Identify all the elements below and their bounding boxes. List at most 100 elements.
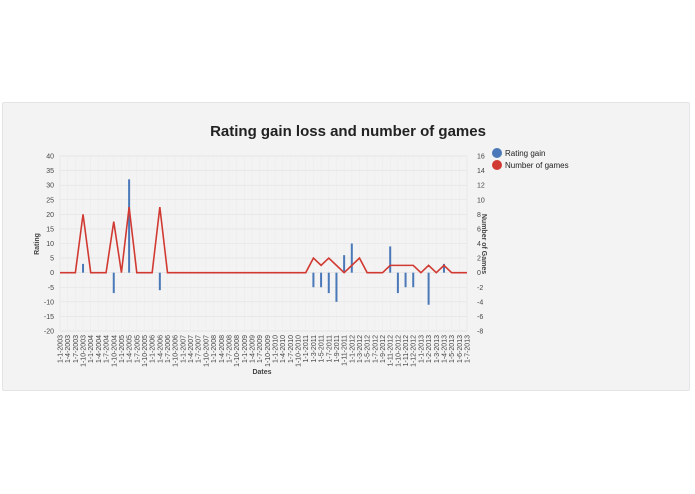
- right-tick-label: 0: [477, 270, 481, 277]
- x-tick-label: 1-10-2007: [203, 335, 210, 367]
- legend-item-number-of-games[interactable]: Number of games: [492, 160, 569, 170]
- x-tick-label: 1-4-2006: [157, 335, 164, 363]
- x-tick-label: 1-10-2008: [234, 335, 241, 367]
- x-tick-label: 1-7-2003: [73, 335, 80, 363]
- x-tick-label: 1-7-2007: [196, 335, 203, 363]
- x-tick-label: 1-10-2005: [142, 335, 149, 367]
- x-tick-label: 1-4-2005: [127, 335, 134, 363]
- legend: Rating gain Number of games: [492, 148, 569, 170]
- x-tick-label: 1-9-2011: [334, 335, 341, 363]
- rating-gain-bar: [396, 272, 399, 294]
- x-tick-label: 1-11-2012: [388, 335, 395, 367]
- left-tick-label: 0: [50, 270, 54, 277]
- x-tick-label: 1-4-2003: [65, 335, 72, 363]
- right-axis-ticks: -8 -6 -4 -2 0 2 4 6 8 10 12 14 16: [477, 154, 485, 336]
- x-tick-label: 1-1-2013: [418, 335, 425, 363]
- legend-item-rating-gain[interactable]: Rating gain: [492, 148, 545, 158]
- x-tick-label: 1-7-2010: [288, 335, 295, 363]
- rating-gain-bar: [442, 263, 445, 273]
- x-tick-label: 1-9-2012: [380, 335, 387, 363]
- left-tick-label: -15: [44, 314, 54, 321]
- right-tick-label: 12: [477, 183, 485, 190]
- legend-label-number-of-games: Number of games: [505, 161, 569, 170]
- y-axis-title-left: Rating: [34, 233, 41, 255]
- x-tick-label: 1-1-2006: [150, 335, 157, 363]
- x-tick-label: 1-5-2013: [449, 335, 456, 363]
- x-tick-label: 1-7-2008: [226, 335, 233, 363]
- x-tick-label: 1-2-2013: [426, 335, 433, 363]
- right-tick-label: -4: [477, 299, 483, 306]
- x-tick-label: 1-1-2005: [119, 335, 126, 363]
- rating-gain-bar: [412, 272, 415, 288]
- rating-gain-bar: [112, 272, 115, 294]
- x-tick-label: 1-1-2007: [180, 335, 187, 363]
- left-axis-ticks: -20 -15 -10 -5 0 5 10 15 20 25 30 35 40: [44, 154, 54, 336]
- right-tick-label: 8: [477, 212, 481, 219]
- rating-gain-bar: [404, 272, 407, 288]
- left-tick-label: 20: [46, 212, 54, 219]
- legend-swatch-number-of-games: [492, 160, 502, 170]
- x-tick-label: 1-5-2011: [319, 335, 326, 363]
- x-tick-label: 1-1-2010: [273, 335, 280, 363]
- x-tick-label: 1-3-2013: [434, 335, 441, 363]
- legend-swatch-rating-gain: [492, 148, 502, 158]
- rating-gain-bars: [82, 179, 445, 305]
- right-tick-label: 6: [477, 226, 481, 233]
- right-tick-label: 10: [477, 197, 485, 204]
- x-axis-ticks: 1-1-2003 1-4-2003 1-7-2003 1-10-2003 1-1-200…: [58, 335, 472, 367]
- x-tick-label: 1-7-2004: [104, 335, 111, 363]
- x-tick-label: 1-1-2012: [349, 335, 356, 363]
- x-tick-label: 1-1-2011: [303, 335, 310, 363]
- left-tick-label: 40: [46, 154, 54, 161]
- left-tick-label: -10: [44, 299, 54, 306]
- x-tick-label: 1-4-2010: [280, 335, 287, 363]
- x-tick-label: 1-1-2003: [58, 335, 65, 363]
- chart-title: Rating gain loss and number of games: [210, 123, 486, 140]
- rating-gain-bar: [335, 272, 338, 302]
- x-tick-label: 1-6-2013: [457, 335, 464, 363]
- grid: [59, 155, 468, 332]
- x-tick-label: 1-11-2012: [403, 335, 410, 367]
- rating-gain-bar: [128, 179, 131, 273]
- x-tick-label: 1-4-2013: [441, 335, 448, 363]
- x-tick-label: 1-10-2006: [173, 335, 180, 367]
- legend-label-rating-gain: Rating gain: [505, 149, 545, 158]
- rating-gain-bar: [327, 272, 330, 294]
- x-tick-label: 1-1-2008: [211, 335, 218, 363]
- x-tick-label: 1-4-2007: [188, 335, 195, 363]
- x-tick-label: 1-1-2009: [242, 335, 249, 363]
- right-tick-label: -2: [477, 285, 483, 292]
- x-tick-label: 1-10-2004: [111, 335, 118, 367]
- x-tick-label: 1-7-2013: [465, 335, 472, 363]
- x-tick-label: 1-4-2004: [96, 335, 103, 363]
- x-tick-label: 1-1-2004: [88, 335, 95, 363]
- chart: Rating gain loss and number of games -20…: [34, 123, 569, 376]
- x-tick-label: 1-3-2011: [311, 335, 318, 363]
- number-of-games-line: [60, 206, 467, 274]
- chart-panel: Rating gain loss and number of games -20…: [2, 102, 690, 391]
- left-tick-label: -5: [48, 285, 54, 292]
- x-tick-label: 1-10-2009: [265, 335, 272, 367]
- x-tick-label: 1-4-2009: [249, 335, 256, 363]
- right-tick-label: 14: [477, 168, 485, 175]
- x-tick-label: 1-7-2011: [326, 335, 333, 363]
- number-of-games-series-line: [60, 206, 467, 274]
- right-tick-label: -6: [477, 314, 483, 321]
- left-tick-label: -20: [44, 329, 54, 336]
- rating-gain-bar: [82, 263, 85, 273]
- y-axis-title-right: Number of Games: [480, 214, 487, 274]
- left-tick-label: 15: [46, 226, 54, 233]
- left-tick-label: 10: [46, 241, 54, 248]
- x-tick-label: 1-12-2012: [411, 335, 418, 367]
- x-tick-label: 1-10-2003: [81, 335, 88, 367]
- x-tick-label: 1-4-2008: [219, 335, 226, 363]
- rating-gain-bar: [158, 272, 161, 291]
- right-tick-label: -8: [477, 329, 483, 336]
- x-tick-label: 1-7-2009: [257, 335, 264, 363]
- x-tick-label: 1-7-2006: [165, 335, 172, 363]
- rating-gain-bar: [343, 255, 346, 273]
- rating-gain-bar: [427, 272, 430, 305]
- x-tick-label: 1-11-2011: [342, 335, 349, 366]
- left-tick-label: 35: [46, 168, 54, 175]
- rating-gain-bar: [320, 272, 323, 288]
